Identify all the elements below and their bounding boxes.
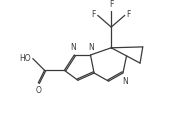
Text: N: N (122, 77, 128, 86)
Text: F: F (109, 0, 113, 9)
Text: HO: HO (19, 54, 31, 63)
Text: F: F (127, 11, 131, 19)
Text: N: N (70, 43, 76, 52)
Text: N: N (89, 43, 94, 52)
Text: O: O (36, 86, 42, 95)
Text: F: F (92, 11, 96, 19)
